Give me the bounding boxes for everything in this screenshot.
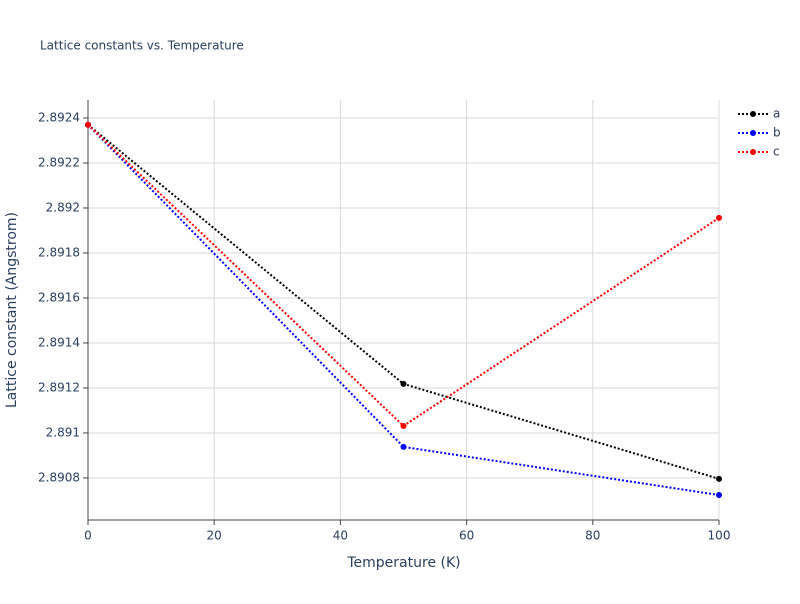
data-point (716, 492, 722, 499)
legend-label: b (773, 126, 781, 140)
data-point (716, 214, 722, 221)
legend-label: c (773, 145, 780, 159)
data-point (400, 443, 407, 450)
y-axis-title: Lattice constant (Angstrom) (4, 212, 20, 408)
y-tick-label: 2.8912 (38, 380, 80, 394)
x-tick-label: 100 (708, 529, 731, 543)
data-point (85, 121, 91, 128)
chart-title: Lattice constants vs. Temperature (40, 39, 244, 53)
x-tick-label: 60 (459, 529, 474, 543)
data-point (400, 380, 407, 387)
x-tick-label: 0 (84, 529, 92, 543)
x-tick-label: 20 (207, 529, 222, 543)
y-tick-label: 2.891 (46, 425, 80, 439)
x-tick-label: 80 (585, 529, 600, 543)
legend-marker (750, 149, 756, 155)
data-point (400, 422, 407, 429)
data-point (716, 475, 722, 482)
x-axis-title: Temperature (K) (346, 555, 460, 571)
y-tick-label: 2.8922 (38, 155, 80, 169)
y-tick-label: 2.8916 (38, 290, 80, 304)
y-tick-label: 2.8914 (38, 335, 80, 349)
y-tick-label: 2.8918 (38, 245, 80, 259)
y-tick-label: 2.8924 (38, 110, 80, 124)
legend-marker (750, 130, 756, 136)
y-tick-label: 2.892 (46, 200, 80, 214)
y-tick-label: 2.8908 (38, 470, 80, 484)
legend-marker (750, 111, 756, 117)
x-tick-label: 40 (333, 529, 348, 543)
legend-label: a (773, 107, 780, 121)
